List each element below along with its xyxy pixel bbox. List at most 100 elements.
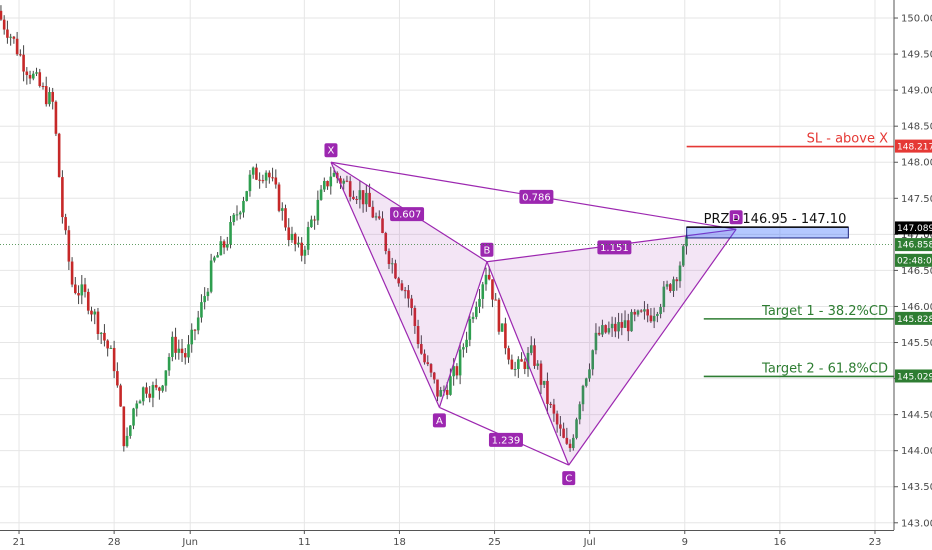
ratio-box xyxy=(390,207,425,222)
candle-body xyxy=(384,233,388,252)
candle-body xyxy=(57,133,61,178)
candle-body xyxy=(313,219,316,221)
y-axis-labels: 143.000143.500144.000144.500145.000145.5… xyxy=(894,14,932,529)
chart-axes xyxy=(0,0,895,531)
candle-body xyxy=(306,227,310,250)
candle-body xyxy=(274,177,278,185)
point-label-box xyxy=(432,413,446,428)
point-label-b: B xyxy=(484,245,491,256)
candle-body xyxy=(251,167,255,175)
price-badge-box xyxy=(895,139,932,153)
y-tick-label: 149.000 xyxy=(901,86,932,97)
x-tick-label: 9 xyxy=(682,537,688,548)
price-badge-label: 145.029 xyxy=(897,372,932,382)
candle-body xyxy=(167,356,171,371)
candle-body xyxy=(656,313,659,316)
candle-body xyxy=(44,86,48,105)
candle-body xyxy=(248,174,252,192)
candle-body xyxy=(478,298,481,307)
candle-body xyxy=(659,307,662,314)
candle-body xyxy=(487,274,491,280)
candle-body xyxy=(171,336,174,357)
candle-body xyxy=(28,75,32,79)
candle-body xyxy=(494,299,497,301)
candle-body xyxy=(623,320,627,328)
y-tick-label: 147.500 xyxy=(901,194,932,205)
candle-body xyxy=(604,325,607,333)
candle-body xyxy=(74,284,77,294)
candle-body xyxy=(365,192,368,205)
point-label-c: C xyxy=(565,474,572,485)
candle-body xyxy=(381,218,384,234)
candle-body xyxy=(148,393,151,398)
x-tick-label: 11 xyxy=(298,537,311,548)
candle-body xyxy=(542,380,546,385)
candle-body xyxy=(209,260,213,292)
candle-body xyxy=(462,347,465,350)
candle-body xyxy=(297,242,300,245)
candle-body xyxy=(517,359,520,369)
candle-body xyxy=(80,284,84,296)
candle-body xyxy=(352,196,355,200)
candle-body xyxy=(232,214,236,223)
candle-body xyxy=(226,244,229,248)
candle-body xyxy=(581,385,585,405)
candle-body xyxy=(520,359,523,362)
candle-body xyxy=(222,241,226,248)
candle-body xyxy=(141,387,145,402)
candle-body xyxy=(145,387,148,394)
candle-body xyxy=(138,401,142,404)
x-tick-label: 23 xyxy=(869,537,882,548)
price-axis-badges: 148.217 145.828 145.029 147.089 146.858 02:48… xyxy=(895,139,932,383)
candle-body xyxy=(669,284,672,291)
candle-body xyxy=(510,359,514,370)
candle-body xyxy=(601,325,604,335)
candle-body xyxy=(103,332,106,341)
candle-body xyxy=(235,214,239,216)
candle-body xyxy=(445,389,449,395)
ratio-box xyxy=(597,240,632,255)
candle-body xyxy=(643,309,646,312)
price-badge-label: 148.217 xyxy=(897,143,932,153)
candle-body xyxy=(93,311,97,315)
candle-body xyxy=(200,302,203,318)
candle-body xyxy=(675,279,679,282)
candle-body xyxy=(54,101,58,134)
candle-body xyxy=(413,308,417,327)
candle-body xyxy=(636,310,640,315)
x-tick-label: 21 xyxy=(13,537,26,548)
candle-body xyxy=(116,371,119,386)
candle-body xyxy=(31,73,35,79)
candle-body xyxy=(452,366,455,377)
level-label: SL - above X xyxy=(807,132,888,147)
y-tick-label: 144.500 xyxy=(901,410,932,421)
candle-body xyxy=(681,246,685,266)
candle-body xyxy=(193,329,197,331)
gartley-pattern: 0.607 0.786 1.151 1.239 X A B C D xyxy=(324,143,743,486)
candle-body xyxy=(552,404,556,414)
point-label-box xyxy=(480,242,494,257)
candle-body xyxy=(112,347,116,372)
candle-body xyxy=(213,257,216,261)
candle-body xyxy=(685,235,688,247)
candle-body xyxy=(361,190,365,205)
candle-body xyxy=(371,206,375,218)
price-badge-label: 146.858 xyxy=(897,241,932,251)
candle-body xyxy=(420,344,423,354)
pattern-leg-ab xyxy=(438,261,488,408)
candle-body xyxy=(620,322,624,328)
ratio-box xyxy=(488,432,523,447)
candle-body xyxy=(0,10,3,20)
x-tick-label: Jun xyxy=(181,537,198,548)
candle-body xyxy=(99,332,103,334)
y-tick-label-covered: 147.000 xyxy=(901,230,932,241)
y-tick-label: 148.000 xyxy=(901,158,932,169)
candle-body xyxy=(523,361,527,370)
candle-body xyxy=(106,340,109,349)
y-tick-label: 143.500 xyxy=(901,482,932,493)
candle-body xyxy=(268,172,271,178)
candle-body xyxy=(284,208,287,228)
candle-body xyxy=(158,387,161,391)
candle-body xyxy=(562,428,565,438)
